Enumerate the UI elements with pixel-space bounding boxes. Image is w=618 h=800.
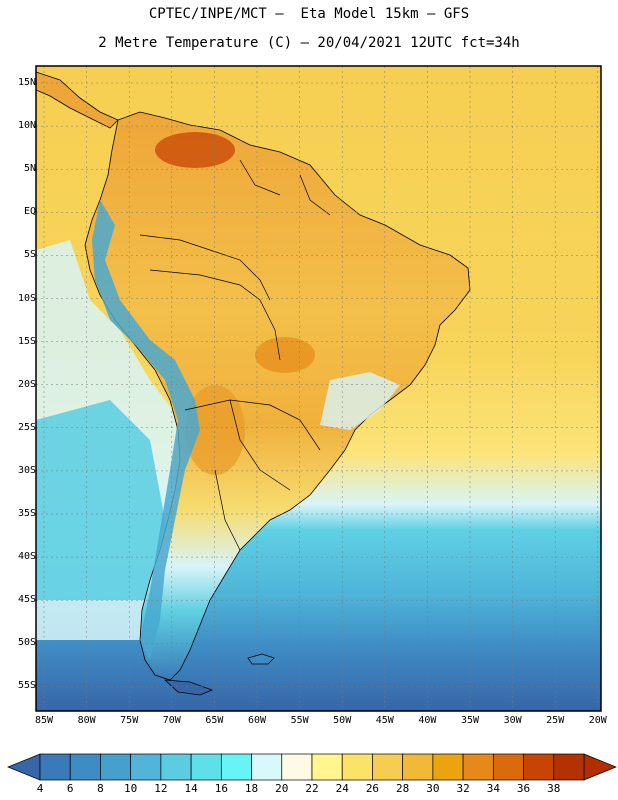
colorbar-label: 22	[305, 782, 319, 795]
colorbar-swatch	[311, 753, 343, 781]
colorbar-swatch	[130, 753, 162, 781]
colorbar-label: 34	[486, 782, 500, 795]
pacific-cold-band	[36, 400, 165, 600]
lat-label-10s: 10S	[17, 292, 36, 304]
lat-label-15n: 15N	[17, 77, 36, 88]
lon-label-75w: 75W	[120, 715, 139, 726]
colorbar-swatch	[432, 753, 464, 781]
colorbar-swatch	[69, 753, 101, 781]
map-subtitle: 2 Metre Temperature (C) – 20/04/2021 12U…	[98, 35, 520, 51]
colorbar-label: 30	[426, 782, 440, 795]
venezuela-hot-spot	[155, 132, 235, 168]
colorbar-swatch	[190, 753, 222, 781]
lon-label-35w: 35W	[460, 715, 480, 726]
lon-label-85w: 85W	[34, 715, 54, 726]
map-gridlines	[36, 66, 601, 711]
colorbar-label: 18	[244, 782, 259, 795]
lat-label-55s: 55S	[17, 680, 36, 692]
lon-label-20w: 20W	[588, 715, 607, 726]
colorbar-label: 36	[516, 782, 531, 795]
colorbar	[7, 753, 617, 781]
colorbar-label: 38	[547, 782, 561, 795]
lat-label-45s: 45S	[17, 594, 36, 606]
plot-frame	[35, 65, 602, 712]
colorbar-label: 28	[396, 782, 410, 795]
lat-label-5n: 5N	[23, 163, 36, 175]
colorbar-label: 6	[66, 782, 74, 795]
colorbar-swatch	[462, 753, 494, 781]
colorbar-swatch	[100, 753, 132, 781]
lat-label-35s: 35S	[17, 508, 36, 519]
lat-label-30s: 30S	[17, 464, 36, 476]
chaco-warm-area	[185, 385, 245, 475]
lat-label-eq: EQ	[23, 206, 36, 218]
lon-label-40w: 40W	[418, 715, 437, 726]
colorbar-swatch	[251, 753, 283, 781]
colorbar-swatch	[160, 753, 192, 781]
falkland-islands	[247, 653, 275, 665]
lat-label-5s: 5S	[23, 249, 36, 261]
colorbar-label: 24	[335, 782, 349, 795]
lon-label-50w: 50W	[333, 715, 352, 726]
colorbar-swatch	[341, 753, 373, 781]
lon-label-60w: 60W	[247, 715, 267, 726]
lon-label-70w: 70W	[162, 715, 181, 726]
colorbar-label: 16	[214, 782, 228, 795]
lon-label-65w: 65W	[205, 715, 224, 726]
lat-label-25s: 25S	[17, 421, 36, 433]
lat-label-50s: 50S	[17, 637, 36, 649]
lat-label-40s: 40S	[17, 551, 36, 563]
colorbar-swatch	[553, 753, 585, 781]
colorbar-swatch	[523, 753, 555, 781]
lon-label-25w: 25W	[546, 715, 565, 726]
colorbar-label: 10	[124, 782, 138, 795]
colorbar-swatch	[492, 753, 524, 781]
colorbar-label: 8	[97, 782, 104, 795]
lon-label-55w: 55W	[290, 715, 309, 726]
lon-label-45w: 45W	[375, 715, 394, 726]
colorbar-label: 4	[36, 782, 44, 795]
central-hot-spot	[255, 337, 315, 373]
colorbar-label: 32	[456, 782, 470, 795]
central-america-land	[36, 71, 119, 129]
colorbar-high-arrow	[583, 753, 617, 781]
colorbar-swatch	[372, 753, 404, 781]
colorbar-label: 14	[184, 782, 198, 795]
colorbar-swatch	[281, 753, 313, 781]
colorbar-low-arrow	[7, 753, 41, 781]
lon-label-80w: 80W	[77, 715, 96, 726]
colorbar-swatch	[402, 753, 434, 781]
andes-cold-stripe	[92, 200, 200, 660]
colorbar-swatch	[39, 753, 71, 781]
tierra-del-fuego	[163, 679, 214, 696]
colorbar-label: 12	[154, 782, 168, 795]
map-title: CPTEC/INPE/MCT – Eta Model 15km – GFS	[148, 6, 470, 22]
colorbar-swatch	[220, 753, 252, 781]
lon-label-30w: 30W	[503, 715, 522, 726]
colorbar-label: 20	[275, 782, 289, 795]
lat-label-20s: 20S	[17, 378, 36, 390]
south-america-land	[84, 111, 471, 681]
country-borders	[139, 159, 331, 551]
lat-label-15s: 15S	[17, 335, 36, 347]
colorbar-label: 26	[365, 782, 380, 795]
lat-label-10n: 10N	[17, 120, 36, 132]
southeast-cool-area	[320, 372, 400, 430]
